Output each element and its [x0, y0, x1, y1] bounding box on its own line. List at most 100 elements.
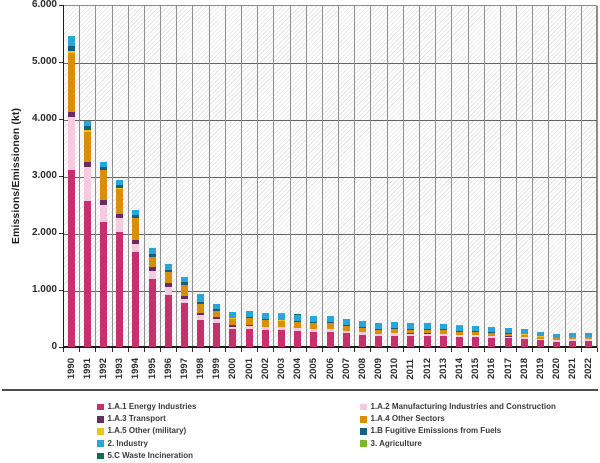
x-tick-label-text: 2020: [551, 358, 563, 380]
x-tick-label-text: 1998: [195, 358, 207, 380]
legend-label: 1.A.1 Energy Industries: [107, 402, 197, 412]
bar-segment: [504, 333, 512, 334]
bar-segment: [180, 298, 188, 304]
bar-segment: [99, 222, 107, 347]
x-tick-label: 2019: [533, 351, 547, 387]
bar-segment: [180, 303, 188, 347]
bar-segment: [342, 325, 350, 327]
bar-segment: [197, 312, 205, 315]
bar-segment: [520, 329, 528, 334]
bar-segment: [277, 320, 285, 328]
x-tick-label-text: 2005: [308, 358, 320, 380]
bar-segment: [197, 301, 205, 304]
bar-segment: [536, 340, 544, 347]
bar-2012: [423, 322, 431, 347]
x-tick-label: 2002: [258, 351, 272, 387]
x-tick-mark: [192, 348, 194, 352]
v-gridline: [79, 6, 81, 348]
bar-segment: [148, 256, 156, 268]
legend-item: 1.A.3 Transport: [97, 413, 360, 425]
bar-segment: [520, 338, 528, 347]
bar-2015: [472, 325, 480, 347]
x-tick-mark: [483, 348, 485, 352]
bar-segment: [277, 313, 285, 320]
bar-segment: [439, 330, 447, 334]
h-gridline: [63, 177, 597, 178]
bar-segment: [197, 303, 205, 313]
h-gridline: [63, 63, 597, 64]
bar-segment: [358, 327, 366, 333]
bar-segment: [148, 278, 156, 347]
x-tick-label-text: 1997: [178, 358, 190, 380]
bar-segment: [277, 327, 285, 331]
x-tick-label-text: 2008: [356, 358, 368, 380]
x-tick-label: 2012: [420, 351, 434, 387]
x-tick-label: 2003: [274, 351, 288, 387]
bar-segment: [553, 341, 561, 347]
bar-2013: [439, 323, 447, 347]
bar-segment: [277, 319, 285, 321]
y-tick-mark: [59, 233, 63, 234]
x-tick-mark: [208, 348, 210, 352]
bar-segment: [536, 336, 544, 339]
bar-segment: [277, 330, 285, 347]
v-gridline: [95, 6, 97, 348]
bar-segment: [326, 323, 334, 329]
x-tick-label: 1999: [210, 351, 224, 387]
x-tick-label: 1994: [129, 351, 143, 387]
y-tick-mark: [59, 119, 63, 120]
y-tick-mark: [59, 176, 63, 177]
x-tick-label-text: 1991: [81, 358, 93, 380]
x-tick-mark: [63, 348, 64, 352]
v-gridline: [499, 6, 501, 348]
bar-segment: [488, 335, 496, 338]
x-tick-label-text: 1993: [114, 358, 126, 380]
x-tick-mark: [354, 348, 356, 352]
legend-swatch: [360, 428, 367, 435]
bar-2004: [294, 314, 302, 347]
v-gridline: [289, 6, 291, 348]
bar-2007: [342, 318, 350, 347]
x-tick-label: 2015: [469, 351, 483, 387]
bar-segment: [261, 319, 269, 321]
bar-segment: [455, 331, 463, 332]
x-tick-label-text: 2014: [453, 358, 465, 380]
bar-segment: [116, 185, 124, 189]
bar-segment: [148, 253, 156, 257]
x-tick-label-text: 1992: [97, 358, 109, 380]
v-gridline: [321, 6, 323, 348]
x-tick-label-text: 2018: [518, 358, 530, 380]
y-tick-label: 3.000: [31, 170, 57, 181]
x-tick-label: 2014: [452, 351, 466, 387]
bar-segment: [132, 218, 140, 241]
y-tick-label: 2.000: [31, 227, 57, 238]
x-tick-label-text: 2009: [373, 358, 385, 380]
bar-segment: [310, 323, 318, 329]
bar-segment: [488, 332, 496, 333]
bar-segment: [310, 331, 318, 347]
bar-segment: [180, 295, 188, 299]
x-tick-label-text: 1999: [211, 358, 223, 380]
x-tick-mark: [338, 348, 340, 352]
bar-segment: [423, 333, 431, 336]
bar-segment: [504, 336, 512, 339]
x-tick-label-text: 2007: [340, 358, 352, 380]
legend-swatch: [97, 403, 104, 411]
bar-segment: [213, 303, 221, 309]
bar-1993: [116, 179, 124, 347]
x-tick-label: 1997: [177, 351, 191, 387]
bar-segment: [472, 331, 480, 335]
bar-segment: [83, 126, 91, 131]
bar-segment: [375, 328, 383, 330]
v-gridline: [419, 6, 420, 348]
bar-segment: [261, 320, 269, 327]
x-tick-mark: [548, 348, 550, 352]
x-tick-label: 2000: [226, 351, 240, 387]
x-tick-mark: [176, 348, 178, 352]
x-tick-mark: [273, 348, 275, 352]
bar-segment: [310, 315, 318, 323]
bar-1998: [197, 293, 205, 347]
bar-segment: [407, 322, 415, 329]
bar-2002: [261, 312, 269, 347]
